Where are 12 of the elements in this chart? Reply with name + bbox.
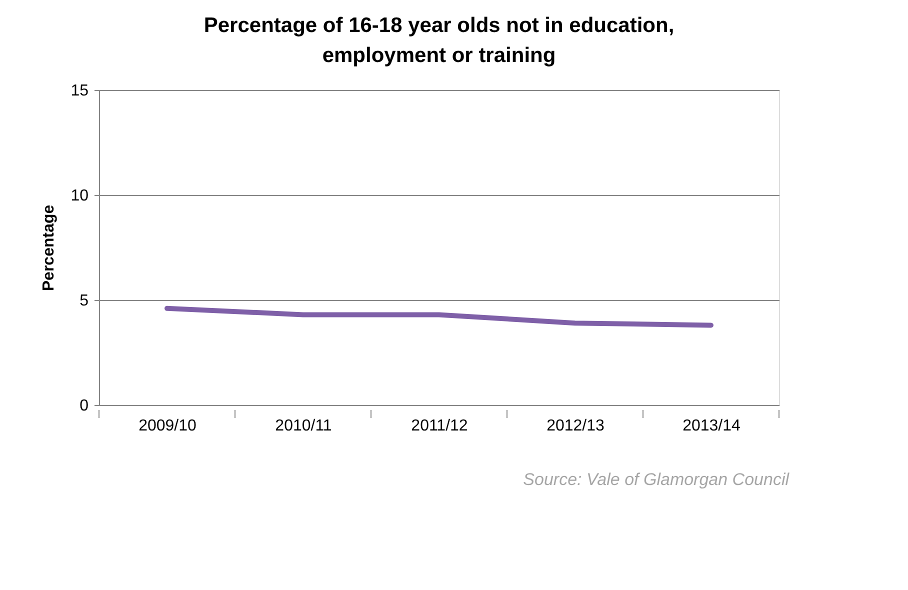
x-tick-label: 2010/11 (275, 418, 332, 434)
x-tick-label: 2012/13 (546, 418, 605, 434)
y-tick-label: 10 (70, 188, 89, 204)
x-tick-label: 2013/14 (682, 418, 741, 434)
y-tick-label: 0 (80, 398, 89, 414)
y-tick-label: 5 (80, 292, 89, 310)
source-note: Source: Vale of Glamorgan Council (523, 470, 790, 489)
x-tick-label: 2009/10 (138, 418, 197, 434)
y-tick-label: 15 (70, 82, 89, 100)
chart-title: Percentage of 16-18 year olds not in education, employment or training (204, 14, 674, 67)
x-tick-label: 2011/12 (411, 418, 468, 434)
y-axis-title: Percentage (40, 204, 58, 292)
